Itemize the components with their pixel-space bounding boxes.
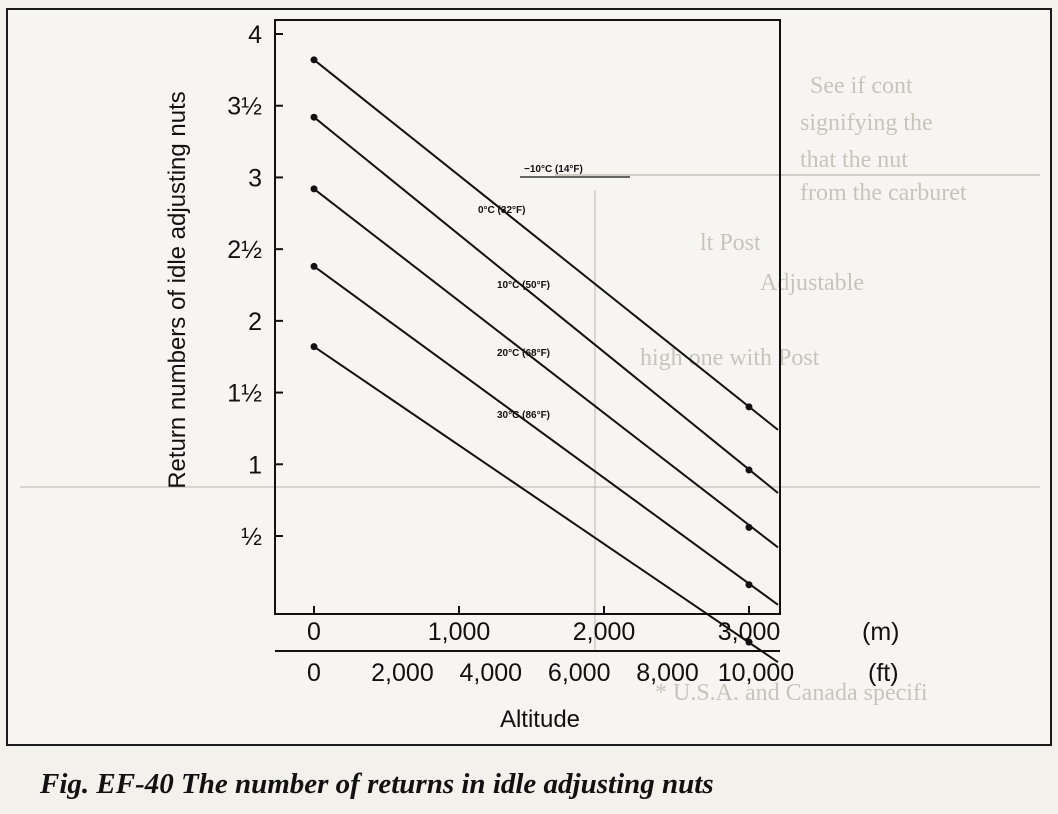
data-point	[745, 638, 753, 646]
series-line	[313, 116, 779, 494]
data-point	[310, 113, 318, 121]
x-tick-label: 0	[307, 618, 321, 646]
data-point	[310, 185, 318, 193]
y-tick-label: 3½	[227, 93, 262, 121]
y-tick-label: 1½	[227, 380, 262, 408]
bleed-line: Adjustable	[760, 270, 864, 296]
data-point	[745, 403, 753, 411]
series-label: 10°C (50°F)	[497, 280, 550, 291]
y-tick-label: ½	[241, 523, 262, 551]
x-tick-label: 2,000	[573, 618, 636, 646]
x-tick-label: 1,000	[428, 618, 491, 646]
x2-tick-label: 2,000	[371, 659, 434, 687]
figure-frame	[6, 8, 1052, 746]
series-label: 0°C (32°F)	[478, 205, 525, 216]
series-line	[313, 345, 779, 664]
series-line	[313, 265, 779, 606]
y-tick-label: 2	[248, 308, 262, 336]
y-tick-label: 3	[248, 164, 262, 192]
bleed-line: See if cont	[810, 73, 913, 99]
y-tick-label: 4	[248, 21, 262, 49]
bleed-line: high one with Post	[640, 345, 820, 371]
x2-unit-label: (ft)	[868, 659, 899, 687]
bleed-line: that the nut	[800, 147, 908, 173]
bleed-line: lt Post	[700, 230, 761, 256]
series-label: 30°C (86°F)	[497, 410, 550, 421]
figure-caption: Fig. EF-40 The number of returns in idle…	[40, 768, 714, 800]
x2-tick-label: 10,000	[718, 659, 794, 687]
x2-tick-label: 8,000	[636, 659, 699, 687]
bleed-line: signifying the	[800, 110, 933, 136]
data-point	[745, 523, 753, 531]
x2-tick-label: 6,000	[548, 659, 611, 687]
series-label: −10°C (14°F)	[524, 164, 583, 175]
data-point	[310, 56, 318, 64]
y-tick-label: 2½	[227, 236, 262, 264]
x-unit-label: (m)	[862, 618, 899, 646]
bleed-line: * U.S.A. and Canada specifi	[655, 680, 928, 706]
data-point	[745, 581, 753, 589]
series-label: 20°C (68°F)	[497, 348, 550, 359]
series-line	[313, 59, 779, 431]
y-tick-label: 1	[248, 451, 262, 479]
series-labels: −10°C (14°F) 0°C (32°F) 10°C (50°F) 20°C (6…	[478, 164, 630, 421]
data-point	[310, 343, 318, 351]
plot-border	[274, 19, 781, 615]
series-line	[313, 188, 779, 549]
bleed-through-text: See if cont signifying the that the nut fro…	[20, 73, 1040, 706]
x2-tick-label: 4,000	[459, 659, 522, 687]
series-lines	[310, 56, 779, 664]
data-point	[310, 262, 318, 270]
x-axis-title: Altitude	[500, 706, 580, 733]
bleed-line: from the carburet	[800, 180, 967, 206]
x2-tick-label: 0	[307, 659, 321, 687]
data-point	[745, 466, 753, 474]
